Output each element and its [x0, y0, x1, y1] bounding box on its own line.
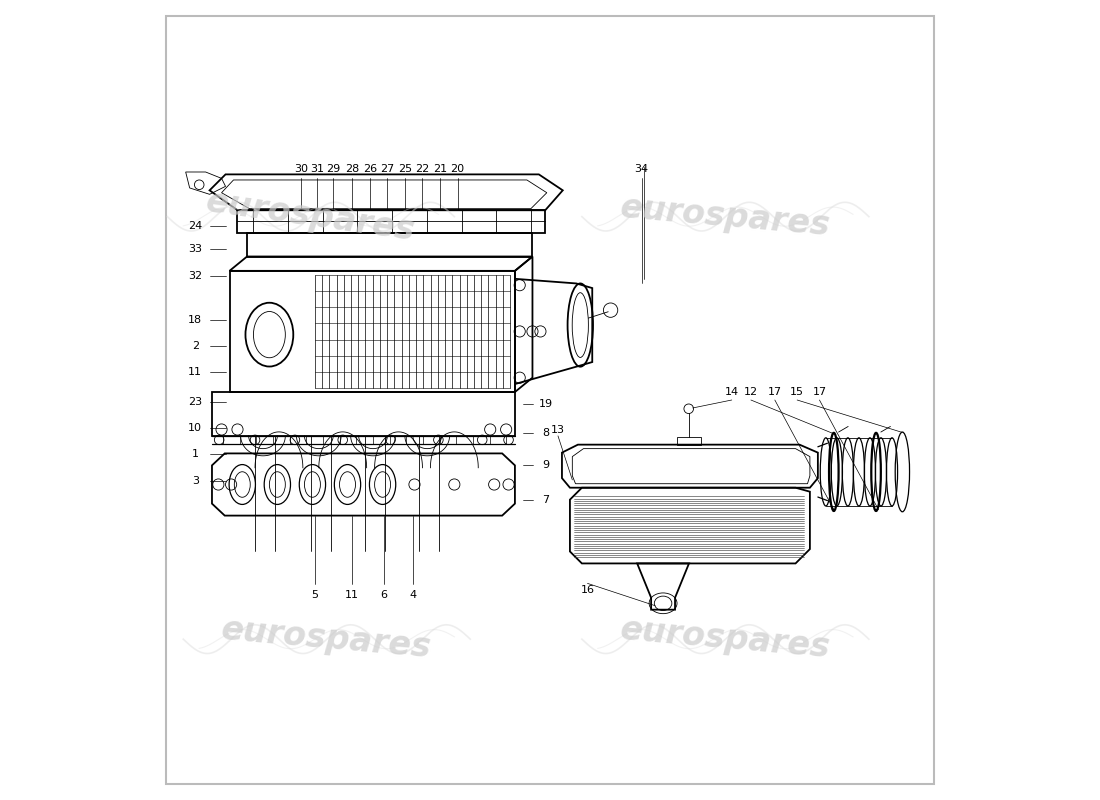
Text: 32: 32 — [188, 271, 202, 282]
Text: 20: 20 — [451, 164, 464, 174]
Bar — [230, 271, 515, 392]
Text: 2: 2 — [191, 341, 199, 350]
Text: 34: 34 — [635, 164, 649, 174]
Text: 22: 22 — [416, 164, 430, 174]
Text: 16: 16 — [581, 585, 594, 594]
Text: 14: 14 — [725, 387, 739, 397]
Text: 26: 26 — [363, 164, 377, 174]
Text: 17: 17 — [813, 387, 826, 397]
Text: 13: 13 — [551, 426, 565, 435]
Text: 10: 10 — [188, 423, 202, 433]
Text: 17: 17 — [768, 387, 782, 397]
Text: 8: 8 — [542, 429, 550, 438]
Text: 11: 11 — [188, 367, 202, 377]
Text: 33: 33 — [188, 243, 202, 254]
Text: 28: 28 — [345, 164, 360, 174]
Text: 18: 18 — [188, 315, 202, 326]
Text: eurospares: eurospares — [220, 614, 433, 665]
Text: 11: 11 — [345, 590, 360, 600]
Bar — [676, 437, 701, 445]
Text: 1: 1 — [191, 450, 199, 459]
Text: 31: 31 — [310, 164, 324, 174]
Text: 25: 25 — [398, 164, 412, 174]
Text: 24: 24 — [188, 222, 202, 231]
Text: 19: 19 — [539, 399, 553, 409]
Text: 5: 5 — [311, 590, 318, 600]
Text: 15: 15 — [790, 387, 804, 397]
Text: 9: 9 — [542, 460, 550, 470]
Text: 7: 7 — [542, 494, 550, 505]
Text: eurospares: eurospares — [619, 614, 832, 665]
Text: 29: 29 — [326, 164, 340, 174]
Text: eurospares: eurospares — [205, 186, 418, 248]
Text: 6: 6 — [381, 590, 387, 600]
Text: eurospares: eurospares — [619, 191, 832, 242]
Text: 23: 23 — [188, 397, 202, 406]
Text: 21: 21 — [433, 164, 447, 174]
Text: 27: 27 — [381, 164, 395, 174]
Text: 30: 30 — [295, 164, 308, 174]
Text: 3: 3 — [191, 476, 199, 486]
Text: 12: 12 — [744, 387, 758, 397]
Text: 4: 4 — [409, 590, 417, 600]
